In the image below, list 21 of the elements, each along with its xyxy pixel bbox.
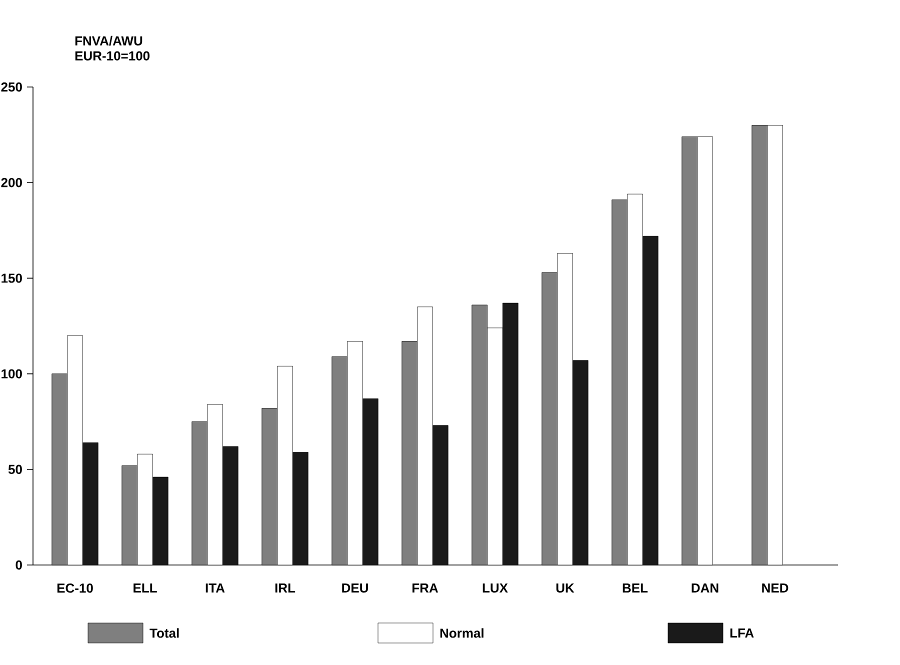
y-axis-title: FNVA/AWU EUR-10=100 [75, 36, 150, 60]
legend-label: LFA [730, 628, 754, 638]
x-tick-label: BEL [622, 584, 648, 592]
x-tick-label: DAN [692, 584, 718, 592]
y-tick-label: 0 [16, 560, 22, 570]
legend-label: Total [150, 628, 179, 638]
x-tick-label: IRL [275, 584, 296, 592]
x-tick-label: ELL [134, 584, 157, 592]
x-tick-label: LUX [482, 584, 508, 593]
y-tick-label: 150 [2, 274, 22, 283]
x-tick-label: UK [556, 584, 574, 593]
y-tick-label: 100 [2, 369, 22, 378]
x-tick-label: FRA [412, 584, 438, 592]
y-tick-label: 50 [8, 464, 22, 474]
x-tick-label: ITA [206, 584, 225, 592]
legend-label: Normal [440, 628, 484, 638]
x-tick-label: DEU [342, 584, 368, 593]
y-tick-label: 200 [1, 178, 22, 188]
x-tick-label: EC-10 [57, 584, 93, 593]
x-tick-label: NED [762, 584, 788, 592]
y-tick-label: 250 [1, 82, 22, 92]
